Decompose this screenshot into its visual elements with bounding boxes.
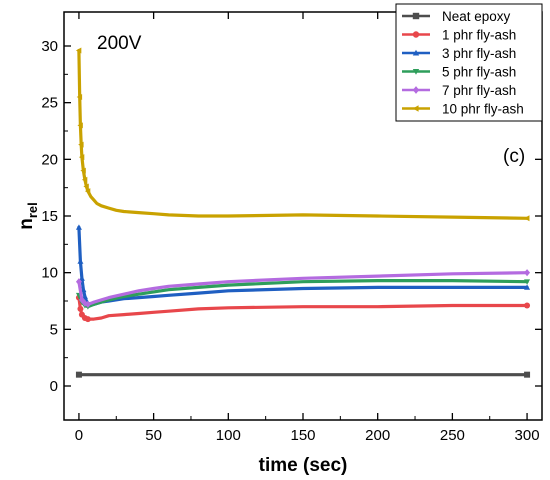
axis-layer: 0 50 100 150 200 250 300 0 5 10 15 20 25 30	[41, 12, 542, 444]
x-tick-label: 100	[216, 427, 241, 444]
series-5	[75, 269, 531, 308]
x-axis-label: time (sec)	[259, 455, 348, 476]
legend-marker	[412, 68, 420, 75]
x-tick-label: 200	[365, 427, 390, 444]
legend-marker	[412, 86, 420, 94]
legend-box	[395, 3, 543, 122]
data-point	[78, 154, 85, 161]
series-line	[77, 296, 529, 321]
data-point	[84, 300, 91, 308]
data-point	[78, 275, 85, 281]
y-tick-label: 15	[41, 208, 58, 225]
voltage-annotation: 200V	[97, 33, 142, 54]
data-point	[75, 224, 82, 230]
legend-marker	[412, 49, 420, 56]
panel-label: (c)	[503, 146, 525, 167]
legend-marker	[412, 12, 420, 20]
y-tick-label: 5	[50, 321, 58, 338]
series-line	[77, 279, 529, 309]
legend-label: 3 phr fly-ash	[442, 46, 516, 61]
data-point	[84, 188, 91, 195]
y-tick-label: 30	[41, 38, 58, 55]
data-point	[77, 122, 83, 129]
data-point	[80, 167, 86, 174]
series-1	[75, 371, 531, 378]
data-point	[77, 258, 84, 264]
legend-label: 1 phr fly-ash	[442, 28, 516, 43]
y-axis-label: nrel	[16, 202, 40, 230]
legend-label: 7 phr fly-ash	[442, 83, 516, 98]
legend-marker	[412, 31, 420, 38]
legend-label: Neat epoxy	[442, 9, 511, 24]
legend-label: 5 phr fly-ash	[442, 65, 516, 80]
x-tick-label: 150	[290, 427, 315, 444]
y-tick-label: 25	[41, 95, 58, 112]
data-point	[81, 293, 88, 299]
data-point	[78, 141, 84, 148]
x-tick-label: 300	[515, 427, 540, 444]
data-point	[524, 284, 531, 290]
legend-label: 10 phr fly-ash	[442, 102, 524, 117]
data-point	[77, 305, 84, 312]
data-point	[524, 371, 531, 378]
series-6	[75, 47, 530, 222]
x-tick-label: 50	[145, 427, 162, 444]
data-point	[75, 47, 82, 54]
data-point	[78, 296, 85, 304]
data-point	[84, 316, 91, 323]
y-tick-label: 10	[41, 265, 58, 282]
data-point	[524, 269, 531, 277]
data-point	[81, 176, 88, 183]
series-2	[75, 294, 531, 323]
data-point	[524, 302, 531, 309]
x-tick-label: 250	[440, 427, 465, 444]
data-point	[524, 279, 531, 285]
series-layer	[75, 47, 531, 378]
legend-marker	[412, 105, 419, 112]
data-point	[76, 94, 83, 100]
legend: Neat epoxy 1 phr fly-ash 3 phr fly-ash 5 ph…	[395, 3, 543, 122]
y-axis-label-subscript: rel	[25, 202, 40, 218]
data-point	[83, 183, 89, 190]
y-tick-label: 0	[50, 378, 58, 395]
data-point	[75, 278, 82, 286]
data-point	[75, 371, 82, 378]
data-point	[524, 215, 530, 222]
y-axis-label-main: n	[16, 218, 37, 230]
y-tick-label: 20	[41, 151, 58, 168]
x-tick-label: 0	[75, 427, 83, 444]
